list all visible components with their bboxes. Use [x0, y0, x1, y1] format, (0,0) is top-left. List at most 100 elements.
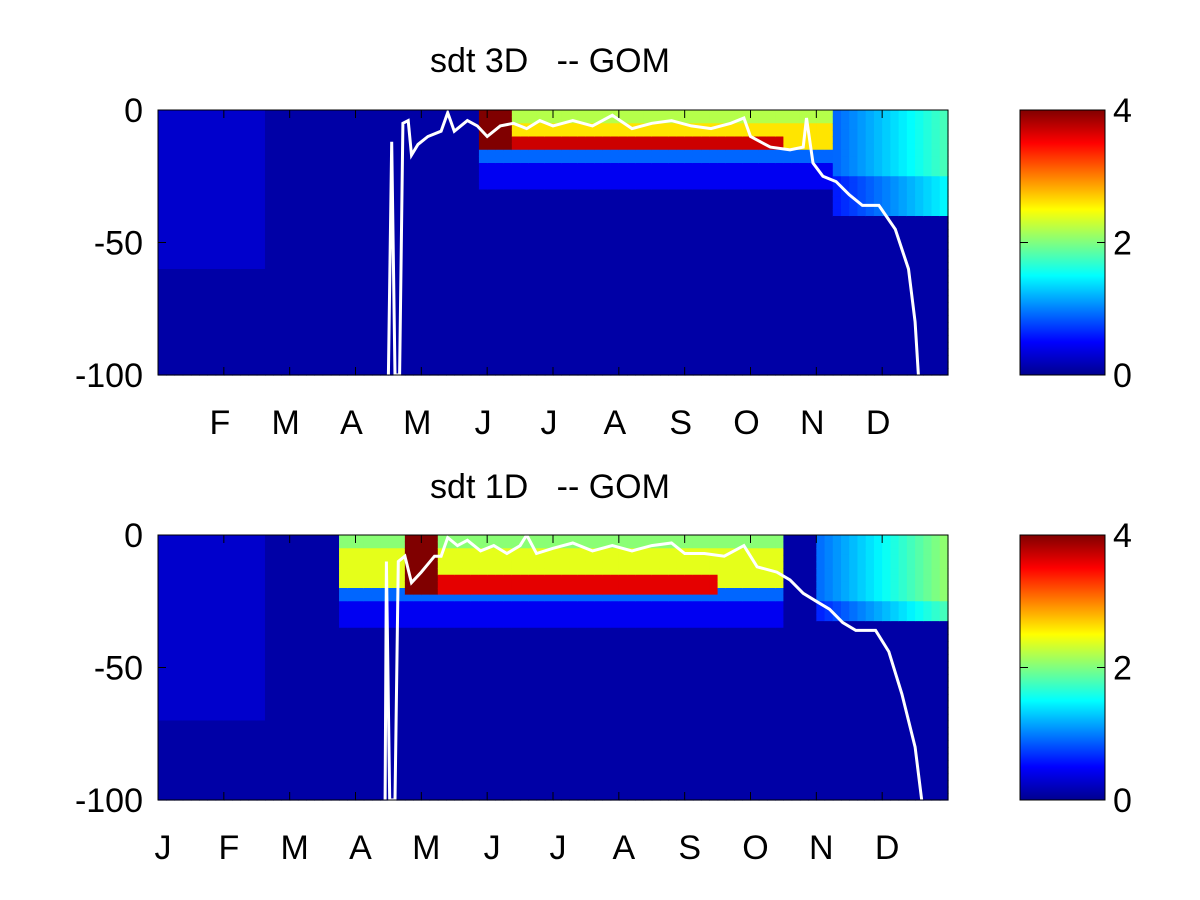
heatmap-cell [676, 176, 686, 184]
heatmap-cell [215, 335, 225, 343]
heatmap-cell [709, 255, 719, 263]
heatmap-cell [734, 348, 743, 356]
heatmap-cell [906, 156, 916, 164]
heatmap-cell [314, 302, 324, 310]
heatmap-cell [742, 255, 752, 263]
heatmap-cell [182, 601, 192, 609]
heatmap-cell [544, 275, 554, 283]
heatmap-cell [330, 235, 340, 244]
heatmap-cell [297, 548, 307, 556]
heatmap-cell [182, 169, 192, 177]
heatmap-cell [256, 149, 266, 157]
heatmap-cell [536, 110, 546, 118]
heatmap-cell [487, 143, 496, 151]
heatmap-cell [248, 574, 258, 582]
heatmap-cell [429, 282, 439, 290]
heatmap-cell [585, 222, 595, 230]
heatmap-cell [264, 269, 274, 277]
heatmap-cell [890, 249, 900, 257]
heatmap-cell [174, 269, 184, 277]
heatmap-cell [273, 780, 283, 788]
heatmap-cell [577, 368, 587, 376]
heatmap-cell [330, 341, 340, 350]
heatmap-cell [890, 255, 900, 263]
heatmap-cell [651, 196, 661, 204]
heatmap-cell [717, 116, 727, 124]
heatmap-cell [413, 288, 422, 297]
heatmap-cell [273, 747, 283, 755]
heatmap-cell [692, 249, 702, 257]
heatmap-cell [314, 621, 324, 629]
heatmap-cell [528, 308, 538, 316]
heatmap-cell [684, 176, 694, 184]
heatmap-cell [462, 149, 472, 157]
heatmap-cell [174, 328, 184, 336]
heatmap-cell [758, 308, 768, 316]
heatmap-cell [783, 169, 793, 177]
heatmap-cell [380, 275, 390, 283]
heatmap-cell [232, 216, 241, 224]
heatmap-cell [371, 614, 381, 622]
heatmap-cell [232, 143, 241, 151]
heatmap-cell [232, 189, 241, 197]
heatmap-cell [791, 143, 801, 151]
heatmap-cell [297, 348, 307, 356]
heatmap-cell [306, 548, 315, 556]
heatmap-cell [355, 614, 365, 622]
heatmap-cell [215, 727, 225, 735]
heatmap-cell [371, 707, 381, 715]
heatmap-cell [297, 535, 307, 543]
heatmap-cell [873, 235, 883, 244]
heatmap-cell [824, 242, 834, 250]
heatmap-cell [750, 202, 760, 210]
heatmap-cell [676, 361, 686, 369]
heatmap-cell [610, 169, 620, 177]
heatmap-cell [322, 535, 332, 543]
heatmap-cell [446, 348, 455, 356]
heatmap-cell [248, 295, 258, 303]
heatmap-cell [273, 753, 283, 761]
heatmap-cell [264, 169, 274, 177]
heatmap-cell [240, 202, 250, 210]
heatmap-cell [783, 202, 793, 210]
heatmap-cell [347, 554, 357, 563]
heatmap-cell [569, 149, 579, 157]
heatmap-cell [380, 295, 390, 303]
heatmap-cell [923, 110, 933, 118]
heatmap-cell [709, 308, 719, 316]
heatmap-cell [281, 535, 291, 543]
heatmap-cell [594, 189, 603, 197]
heatmap-cell [717, 222, 727, 230]
heatmap-cell [618, 202, 628, 210]
heatmap-cell [166, 163, 176, 171]
heatmap-cell [330, 627, 340, 635]
heatmap-cell [306, 123, 315, 131]
heatmap-cell [791, 222, 801, 230]
heatmap-cell [413, 308, 422, 316]
heatmap-cell [199, 561, 208, 569]
heatmap-cell [264, 235, 274, 244]
heatmap-cell [174, 727, 184, 735]
heatmap-cell [421, 222, 431, 230]
heatmap-cell [799, 249, 809, 257]
heatmap-cell [495, 282, 505, 290]
heatmap-cell [429, 196, 439, 204]
heatmap-cell [915, 335, 924, 343]
heatmap-cell [273, 209, 283, 217]
heatmap-cell [478, 222, 488, 230]
heatmap-cell [207, 760, 217, 768]
heatmap-cell [446, 182, 455, 191]
heatmap-cell [248, 535, 258, 543]
heatmap-cell [158, 129, 167, 138]
heatmap-cell [388, 548, 398, 556]
heatmap-cell [832, 328, 842, 336]
heatmap-cell [289, 295, 299, 303]
heatmap-cell [602, 229, 612, 237]
heatmap-cell [207, 143, 217, 151]
heatmap-cell [273, 189, 283, 197]
heatmap-cell [199, 116, 208, 124]
heatmap-cell [223, 249, 233, 257]
heatmap-cell [684, 328, 694, 336]
heatmap-cell [841, 202, 850, 210]
heatmap-cell [281, 621, 291, 629]
